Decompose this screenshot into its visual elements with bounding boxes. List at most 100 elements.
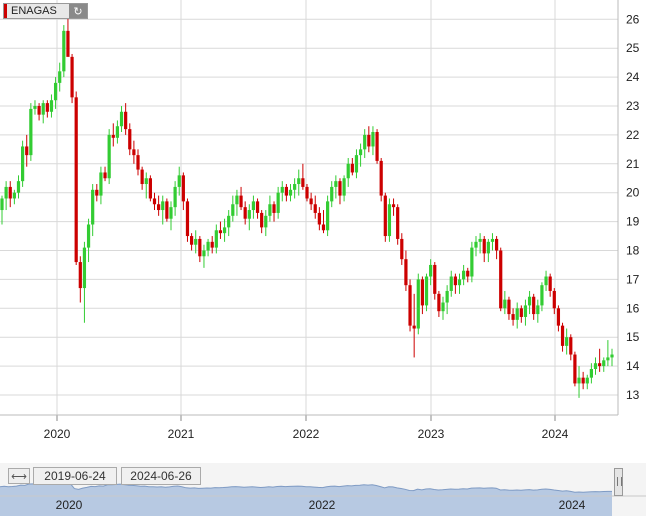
- candle-body: [375, 132, 379, 161]
- candle-body: [140, 169, 144, 185]
- candle-body: [194, 238, 198, 245]
- navigator-area: [0, 481, 612, 516]
- candle-body: [70, 56, 74, 98]
- candle-body: [12, 192, 16, 199]
- candle-body: [268, 204, 272, 216]
- candle-body: [408, 285, 412, 326]
- candle-body: [342, 178, 346, 196]
- candle-body: [173, 186, 177, 208]
- candle-body: [569, 337, 573, 355]
- candle-body: [433, 264, 437, 294]
- candle-body: [474, 241, 478, 248]
- ticker-selector[interactable]: ENAGAS ↻: [3, 3, 88, 19]
- candle-body: [86, 224, 91, 248]
- candle-body: [573, 354, 577, 384]
- candle-body: [16, 181, 21, 193]
- candle-body: [148, 178, 152, 199]
- candle-body: [371, 132, 375, 147]
- candle-body: [284, 186, 288, 196]
- y-tick-label: 18: [626, 244, 640, 258]
- y-tick-label: 21: [626, 157, 640, 171]
- candle-body: [321, 224, 326, 231]
- candle-body: [482, 238, 486, 254]
- candle-body: [288, 189, 293, 196]
- end-date-input[interactable]: 2024-06-26: [121, 467, 201, 485]
- candle-body: [585, 377, 589, 384]
- candle-body: [21, 146, 25, 182]
- candle-body: [429, 264, 433, 277]
- candle-body: [107, 134, 111, 179]
- candle-body: [404, 259, 408, 286]
- candle-body: [317, 212, 321, 225]
- y-tick-label: 17: [626, 272, 640, 286]
- candle-body: [540, 285, 544, 306]
- candle-body: [523, 305, 528, 317]
- candle-body: [272, 204, 276, 213]
- candle-body: [53, 82, 58, 101]
- y-tick-label: 26: [626, 12, 640, 26]
- y-tick-label: 19: [626, 215, 640, 229]
- x-tick-label: 2023: [418, 427, 445, 441]
- y-tick-label: 25: [626, 41, 640, 55]
- candle-body: [577, 377, 581, 384]
- candle-body: [41, 103, 45, 115]
- candle-body: [144, 178, 148, 185]
- range-resize-icon[interactable]: ⟷: [8, 468, 30, 484]
- candle-body: [29, 108, 33, 156]
- refresh-icon[interactable]: ↻: [69, 4, 87, 18]
- candle-body: [511, 314, 515, 320]
- candle-body: [0, 198, 4, 211]
- candle-body: [276, 192, 280, 213]
- candle-body: [519, 308, 523, 317]
- navigator-year-label: 2022: [309, 498, 336, 512]
- range-navigator[interactable]: 2020 2022 2024 ⟷ 2019-06-24 2024-06-26: [0, 463, 646, 516]
- candle-body: [507, 299, 511, 315]
- candle-body: [515, 308, 519, 320]
- candle-body: [260, 212, 264, 228]
- candle-body: [111, 134, 115, 138]
- candle-body: [396, 207, 400, 239]
- candle-body: [161, 201, 165, 211]
- candle-body: [206, 241, 210, 251]
- candle-body: [383, 195, 387, 237]
- navigator-scroll-handle[interactable]: [614, 468, 623, 496]
- start-date-input[interactable]: 2019-06-24: [33, 467, 117, 485]
- candle-body: [441, 302, 445, 312]
- candle-body: [58, 71, 62, 83]
- x-tick-label: 2022: [293, 427, 320, 441]
- candle-body: [169, 207, 173, 219]
- candle-body: [313, 204, 317, 213]
- candle-body: [466, 270, 470, 277]
- candle-body: [239, 195, 243, 208]
- candle-body: [462, 270, 466, 280]
- y-tick-label: 22: [626, 128, 640, 142]
- candle-body: [198, 238, 202, 257]
- y-tick-label: 20: [626, 186, 640, 200]
- candle-body: [8, 186, 12, 199]
- x-tick-label: 2021: [168, 427, 195, 441]
- candle-body: [251, 201, 256, 211]
- candle-body: [74, 97, 78, 263]
- candle-body: [400, 238, 404, 260]
- candle-body: [330, 186, 334, 202]
- navigator-year-label: 2020: [56, 498, 83, 512]
- plot-area: [0, 0, 618, 415]
- candle-body: [255, 201, 260, 213]
- candle-body: [82, 247, 87, 289]
- candle-body: [293, 184, 297, 190]
- candle-body: [494, 238, 499, 251]
- candle-body: [560, 325, 565, 346]
- candle-body: [354, 155, 359, 173]
- ticker-accent: [4, 4, 7, 18]
- x-tick-label: 2020: [44, 427, 71, 441]
- candle-body: [210, 241, 214, 248]
- candle-body: [78, 262, 82, 289]
- candle-body: [334, 181, 338, 187]
- candle-body: [119, 111, 124, 127]
- candle-body: [437, 293, 441, 312]
- candle-body: [222, 227, 227, 234]
- candle-body: [62, 30, 66, 72]
- y-tick-label: 15: [626, 330, 640, 344]
- candle-body: [536, 305, 540, 315]
